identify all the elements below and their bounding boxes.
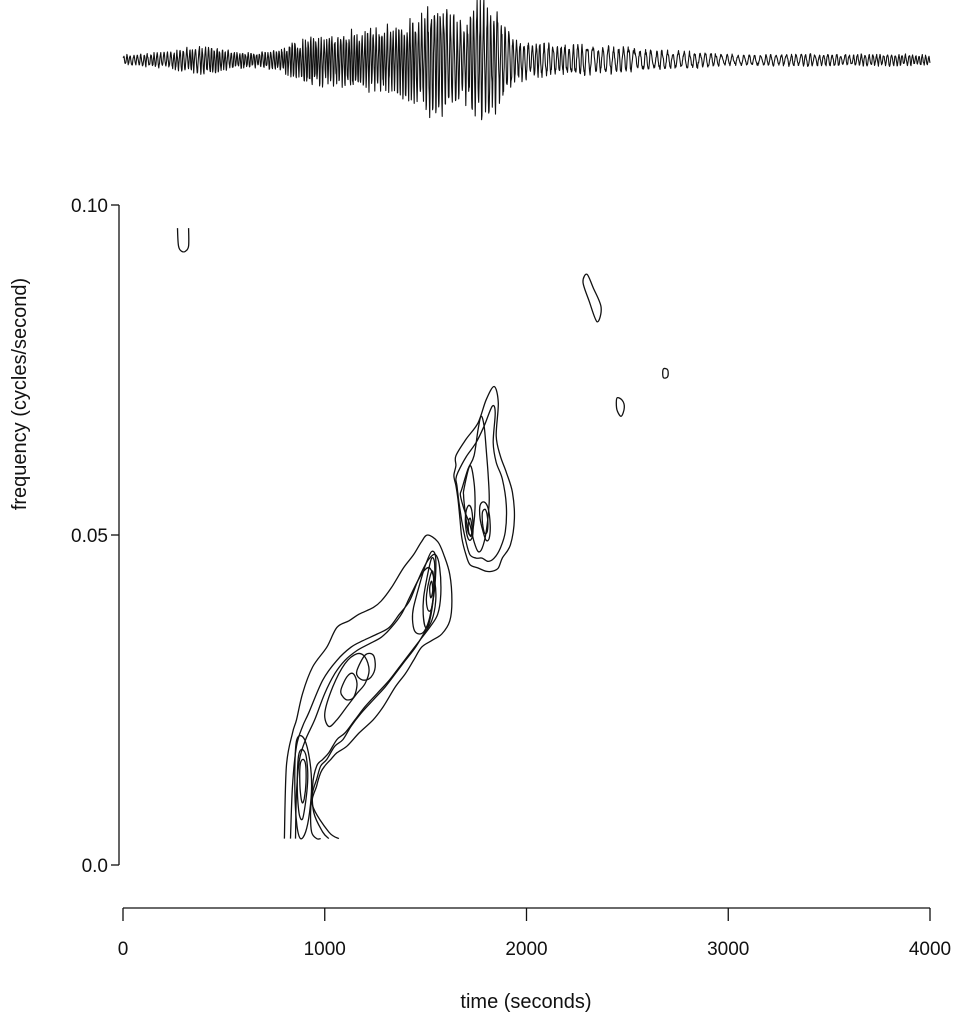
y-axis-title: frequency (cycles/second) bbox=[9, 278, 31, 510]
contour-line bbox=[479, 501, 491, 542]
contour-line bbox=[355, 652, 376, 681]
contour-panel: 0.0 0.05 0.10 0 1000 2000 3000 4000 time (seco… bbox=[9, 196, 951, 1013]
contour-line bbox=[462, 465, 476, 536]
contour-line bbox=[296, 748, 309, 821]
seismogram-panel bbox=[122, 0, 931, 121]
contour-line bbox=[283, 534, 453, 840]
contour-line bbox=[464, 504, 474, 541]
contour-line bbox=[176, 228, 190, 253]
contour-line bbox=[582, 273, 602, 323]
contour-line bbox=[425, 570, 435, 612]
x-tick-label: 4000 bbox=[909, 939, 951, 960]
y-axis-ticks: 0.0 0.05 0.10 bbox=[71, 196, 119, 877]
contour-line bbox=[429, 580, 434, 599]
contour-line bbox=[340, 672, 358, 701]
x-tick-label: 0 bbox=[118, 939, 129, 960]
x-tick-label: 2000 bbox=[505, 939, 547, 960]
contour-line bbox=[455, 404, 508, 563]
contour-line bbox=[299, 758, 307, 804]
y-tick-label: 0.0 bbox=[82, 856, 108, 877]
y-tick-label: 0.10 bbox=[71, 196, 108, 217]
seismogram-trace bbox=[122, 0, 931, 121]
x-tick-label: 1000 bbox=[304, 939, 346, 960]
x-axis-title: time (seconds) bbox=[460, 991, 591, 1013]
contour-line bbox=[481, 508, 489, 535]
y-tick-label: 0.05 bbox=[71, 526, 108, 547]
contour-line bbox=[289, 553, 442, 840]
contour-line bbox=[324, 652, 370, 728]
contour-line bbox=[662, 367, 669, 379]
contour-line bbox=[294, 734, 313, 840]
contour-line bbox=[615, 396, 625, 417]
contour-lines bbox=[176, 228, 669, 840]
x-axis-ticks: 0 1000 2000 3000 4000 bbox=[118, 908, 951, 960]
contour-line bbox=[294, 566, 437, 840]
contour-line bbox=[467, 517, 473, 538]
x-tick-label: 3000 bbox=[707, 939, 749, 960]
